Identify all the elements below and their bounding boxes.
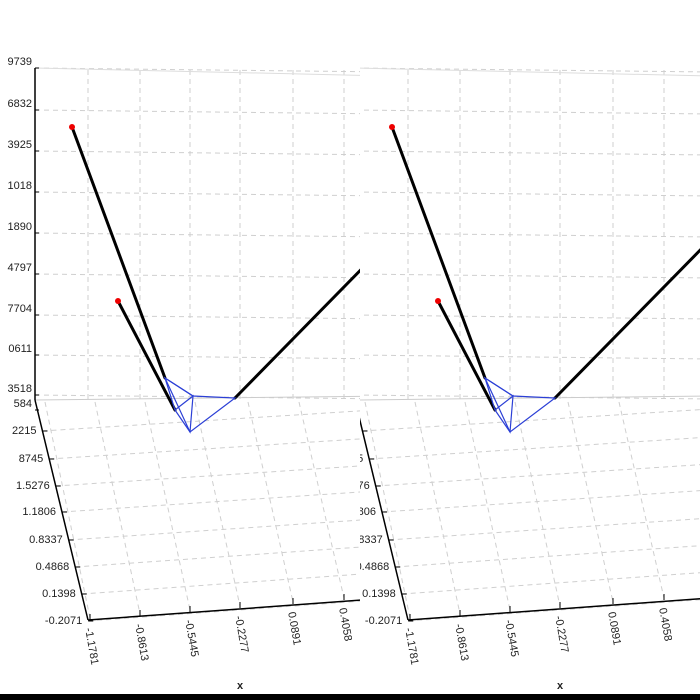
grid-line <box>81 573 360 595</box>
z-tick-label: 0611 <box>8 343 32 355</box>
link <box>116 299 177 412</box>
depth-tick-label: 1.1806 <box>22 506 56 518</box>
grid-line <box>381 490 700 513</box>
z-tick-label: 3518 <box>8 383 32 395</box>
grid-line <box>194 401 241 607</box>
z-tick-label: 1890 <box>8 221 32 233</box>
depth-tick-label: 2215 <box>12 425 36 437</box>
marker <box>435 298 441 304</box>
grid-line <box>55 465 360 487</box>
depth-tick-label: 0.8337 <box>29 534 63 546</box>
wall-edge <box>34 67 360 76</box>
grid-line <box>75 546 360 568</box>
floor-edge <box>360 395 700 401</box>
marker <box>115 298 121 304</box>
grid-line <box>364 401 411 619</box>
grid-line <box>362 409 700 432</box>
z-tick-label: 1018 <box>8 180 32 192</box>
link <box>233 268 360 400</box>
marker <box>389 124 395 130</box>
panel-background <box>360 0 700 694</box>
x-axis <box>87 599 360 621</box>
floor-edge <box>34 395 360 401</box>
grid-line <box>514 401 561 607</box>
marker <box>69 124 75 130</box>
wall-edge <box>360 67 700 77</box>
right-panel-clip: 9739683239251018189047977704061135185842… <box>336 0 700 694</box>
z-tick-label: 6832 <box>8 98 32 110</box>
x-axis-label: x <box>237 680 244 692</box>
grid-line <box>298 401 345 599</box>
link <box>436 299 497 412</box>
depth-tick-label: -0.2071 <box>365 615 402 627</box>
z-tick-label: 3925 <box>8 139 32 151</box>
grid-line <box>395 545 700 568</box>
grid-line <box>414 401 461 615</box>
z-tick-label: 9739 <box>8 56 32 68</box>
z-tick-label: 584 <box>14 398 32 410</box>
x-tick-label: 0.0891 <box>285 611 303 646</box>
x-axis-label: x <box>557 680 564 692</box>
depth-tick-label: 0.8337 <box>349 534 383 546</box>
depth-tick-label: 1.5276 <box>336 480 370 492</box>
grid-line <box>408 599 700 622</box>
grid-line <box>618 401 665 599</box>
body-outline <box>483 376 514 434</box>
grid-line <box>42 410 360 432</box>
link <box>70 125 167 380</box>
depth-tick-label: 0.1398 <box>42 588 76 600</box>
x-tick-label: 0.4058 <box>336 607 354 642</box>
x-tick-label: 0.4058 <box>656 607 674 642</box>
grid-line <box>375 464 700 487</box>
depth-axis <box>360 417 409 621</box>
link <box>390 125 487 380</box>
depth-tick-label: 1.5276 <box>16 480 50 492</box>
body-outline <box>163 376 194 434</box>
depth-tick-label: 0.4868 <box>356 561 390 573</box>
bottom-bar <box>0 694 700 700</box>
z-tick-label: 7704 <box>8 303 32 315</box>
z-tick-label: 4797 <box>8 262 32 274</box>
grid-line <box>247 401 294 603</box>
depth-axis <box>34 399 89 621</box>
grid-line <box>88 600 360 622</box>
grid-line <box>44 401 91 619</box>
depth-tick-label: 8745 <box>339 453 363 465</box>
grid-line <box>567 401 614 603</box>
depth-tick-label: 8745 <box>19 453 43 465</box>
x-tick-label: 0.0891 <box>605 611 623 646</box>
grid-line <box>94 401 141 615</box>
depth-tick-label: 1.1806 <box>342 506 376 518</box>
grid-line <box>61 491 360 513</box>
x-axis <box>407 597 700 621</box>
depth-tick-label: 0.1398 <box>362 588 396 600</box>
link <box>553 248 700 400</box>
depth-tick-label: -0.2071 <box>45 615 82 627</box>
grid-line <box>401 572 700 595</box>
left-panel: 9739 6832 3925 1018 1890 4797 7704 0611 3518 584 2… <box>8 56 360 692</box>
depth-tick-label: 0.4868 <box>36 561 70 573</box>
